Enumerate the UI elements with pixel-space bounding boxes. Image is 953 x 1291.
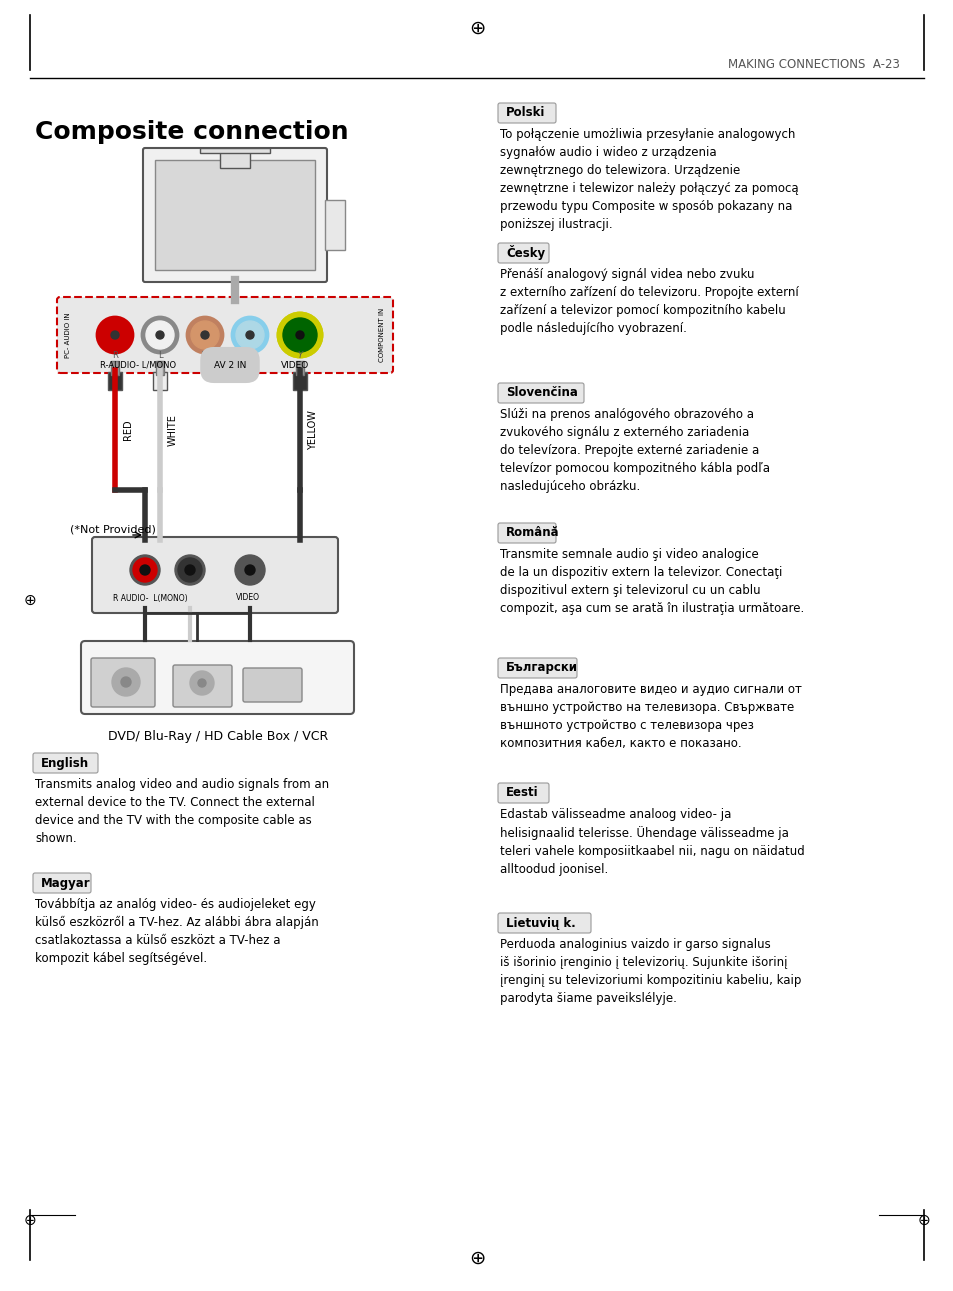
FancyBboxPatch shape [497,383,583,403]
Text: Pr: Pr [200,350,209,359]
Circle shape [112,667,140,696]
FancyBboxPatch shape [81,642,354,714]
Text: Lietuvių k.: Lietuvių k. [505,917,576,930]
Bar [111,361,119,374]
Text: L: L [157,350,162,359]
Text: Pb: Pb [245,350,254,359]
FancyBboxPatch shape [497,913,590,933]
Text: Polski: Polski [505,106,545,120]
Circle shape [282,318,317,352]
Text: Slovenčina: Slovenčina [505,386,578,399]
Text: MAKING CONNECTIONS  A-23: MAKING CONNECTIONS A-23 [727,58,899,71]
Text: RED: RED [123,420,132,440]
Circle shape [277,312,322,358]
Circle shape [190,671,213,695]
Circle shape [295,330,304,340]
Text: ⊕: ⊕ [24,1212,36,1228]
Text: Composite connection: Composite connection [35,120,348,145]
Text: Y: Y [297,350,302,359]
Circle shape [178,558,202,582]
Text: Česky: Česky [505,245,544,261]
Circle shape [234,555,265,585]
Text: R: R [112,350,118,359]
FancyBboxPatch shape [172,665,232,707]
Text: VIDEO: VIDEO [280,360,309,369]
Bar [220,150,250,168]
Text: Magyar: Magyar [41,877,91,889]
Text: Română: Română [505,527,559,540]
Circle shape [246,330,253,340]
FancyBboxPatch shape [497,103,556,123]
Circle shape [277,312,322,358]
Text: VIDEO: VIDEO [235,594,260,603]
Circle shape [97,318,132,352]
Bar [108,372,122,390]
Circle shape [142,318,178,352]
Text: AV 2 IN: AV 2 IN [213,360,246,369]
Bar [152,372,167,390]
Text: Slúži na prenos analógového obrazového a
zvukového signálu z externého zariadeni: Slúži na prenos analógového obrazového a… [499,408,769,493]
Bar [293,372,307,390]
Circle shape [295,330,304,340]
Text: ⊕: ⊕ [917,1212,929,1228]
Text: YELLOW: YELLOW [308,411,317,451]
FancyBboxPatch shape [497,523,556,544]
FancyBboxPatch shape [91,658,154,707]
Text: Transmits analog video and audio signals from an
external device to the TV. Conn: Transmits analog video and audio signals… [35,778,329,846]
Text: Български: Български [505,661,578,674]
FancyBboxPatch shape [243,667,302,702]
Text: Предава аналоговите видео и аудио сигнали от
външно устройство на телевизора. Св: Предава аналоговите видео и аудио сигнал… [499,683,801,750]
Text: Perduoda analoginius vaizdo ir garso signalus
iš išorinio įrenginio į televizori: Perduoda analoginius vaizdo ir garso sig… [499,939,801,1004]
Circle shape [111,330,119,340]
Circle shape [156,330,164,340]
Circle shape [130,555,160,585]
Text: Transmite semnale audio şi video analogice
de la un dispozitiv extern la televiz: Transmite semnale audio şi video analogi… [499,547,803,615]
Circle shape [201,330,209,340]
Bar [156,361,164,374]
Text: Továbbítja az analóg video- és audiojeleket egy
külső eszközről a TV-hez. Az alá: Továbbítja az analóg video- és audiojele… [35,899,318,966]
Circle shape [132,558,157,582]
Text: (*Not Provided): (*Not Provided) [70,525,155,534]
Circle shape [283,318,316,352]
Circle shape [140,565,150,574]
FancyBboxPatch shape [33,753,98,773]
Circle shape [245,565,254,574]
Text: R AUDIO-  L(MONO): R AUDIO- L(MONO) [112,594,187,603]
FancyBboxPatch shape [33,873,91,893]
Text: WHITE: WHITE [168,414,178,445]
Text: DVD/ Blu-Ray / HD Cable Box / VCR: DVD/ Blu-Ray / HD Cable Box / VCR [108,729,328,744]
FancyBboxPatch shape [91,537,337,613]
Text: Přenáší analogový signál videa nebo zvuku
z externího zařízení do televizoru. Pr: Přenáší analogový signál videa nebo zvuk… [499,269,798,334]
Text: English: English [41,757,89,769]
FancyBboxPatch shape [57,297,393,373]
FancyBboxPatch shape [497,784,548,803]
FancyBboxPatch shape [497,658,577,678]
Circle shape [235,321,264,349]
Circle shape [185,565,194,574]
Text: Edastab välisseadme analoog video- ja
helisignaalid telerisse. Ühendage välissea: Edastab välisseadme analoog video- ja he… [499,808,804,877]
Circle shape [187,318,223,352]
Circle shape [232,318,268,352]
Text: ⊕: ⊕ [468,18,485,37]
FancyBboxPatch shape [143,148,327,281]
FancyBboxPatch shape [154,160,314,270]
Circle shape [101,321,129,349]
Bar [295,361,304,374]
Text: COMPONENT IN: COMPONENT IN [378,307,385,361]
Bar [325,200,345,250]
Text: PC- AUDIO IN: PC- AUDIO IN [65,312,71,358]
FancyBboxPatch shape [497,243,548,263]
Circle shape [121,676,131,687]
Text: R-AUDIO- L/MONO: R-AUDIO- L/MONO [100,360,176,369]
Text: Eesti: Eesti [505,786,538,799]
Circle shape [174,555,205,585]
Bar [200,148,270,154]
Circle shape [146,321,173,349]
Text: ⊕: ⊕ [24,593,36,608]
Circle shape [237,558,262,582]
Text: ⊕: ⊕ [468,1248,485,1268]
Circle shape [198,679,206,687]
Circle shape [191,321,219,349]
Text: To połączenie umożliwia przesyłanie analogowych
sygnałów audio i wideo z urządze: To połączenie umożliwia przesyłanie anal… [499,128,798,231]
